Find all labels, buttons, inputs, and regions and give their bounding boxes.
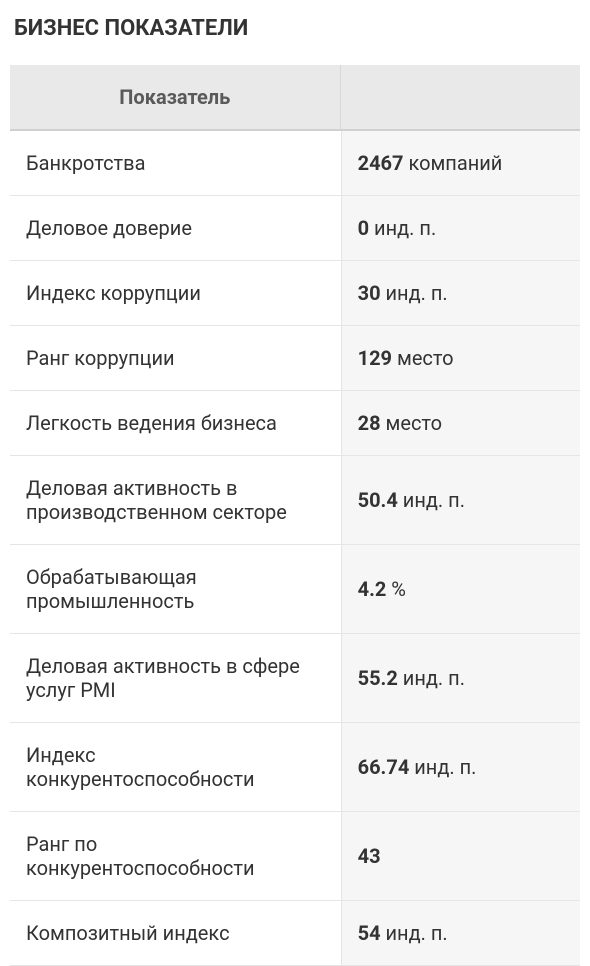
value-unit: компаний	[404, 151, 503, 175]
indicator-value: 4.2 %	[341, 545, 580, 634]
value-number: 54	[358, 921, 381, 945]
value-number: 4.2	[358, 577, 387, 601]
value-unit: инд. п.	[398, 666, 465, 690]
indicator-value: 55.2 инд. п.	[341, 634, 580, 723]
indicator-value: 43	[341, 812, 580, 901]
table-row: Обрабатывающая промышленность4.2 %	[10, 545, 580, 634]
value-unit: инд. п.	[409, 755, 476, 779]
value-unit: инд. п.	[381, 921, 448, 945]
value-number: 30	[358, 281, 381, 305]
indicator-value: 2467 компаний	[341, 131, 580, 196]
value-number: 66.74	[358, 755, 410, 779]
indicator-label: Индекс коррупции	[10, 261, 341, 326]
indicator-label: Обрабатывающая промышленность	[10, 545, 341, 634]
indicator-value: 66.74 инд. п.	[341, 723, 580, 812]
indicator-label: Деловое доверие	[10, 196, 341, 261]
table-header-indicator: Показатель	[10, 65, 341, 131]
table-row: Индекс коррупции30 инд. п.	[10, 261, 580, 326]
indicator-label: Композитный индекс	[10, 901, 341, 966]
value-unit: место	[392, 346, 453, 370]
indicator-value: 129 место	[341, 326, 580, 391]
table-row: Деловое доверие0 инд. п.	[10, 196, 580, 261]
indicators-table-container: Показатель Банкротства2467 компанийДелов…	[10, 65, 580, 966]
table-row: Деловая активность в производственном се…	[10, 456, 580, 545]
value-unit: место	[381, 411, 442, 435]
indicator-label: Легкость ведения бизнеса	[10, 391, 341, 456]
table-row: Композитный индекс54 инд. п.	[10, 901, 580, 966]
page-title: БИЗНЕС ПОКАЗАТЕЛИ	[10, 16, 580, 41]
value-number: 50.4	[358, 488, 398, 512]
value-number: 2467	[358, 151, 404, 175]
table-row: Индекс конкурентоспособности66.74 инд. п…	[10, 723, 580, 812]
table-row: Легкость ведения бизнеса28 место	[10, 391, 580, 456]
value-number: 43	[358, 844, 381, 868]
indicator-label: Деловая активность в сфере услуг PMI	[10, 634, 341, 723]
value-unit: инд. п.	[369, 216, 436, 240]
table-row: Ранг по конкурентоспособности 43	[10, 812, 580, 901]
value-unit: инд. п.	[381, 281, 448, 305]
indicators-table: Показатель Банкротства2467 компанийДелов…	[10, 65, 580, 966]
indicator-label: Деловая активность в производственном се…	[10, 456, 341, 545]
table-header-value	[341, 65, 580, 131]
indicator-value: 30 инд. п.	[341, 261, 580, 326]
indicator-label: Индекс конкурентоспособности	[10, 723, 341, 812]
value-number: 55.2	[358, 666, 398, 690]
table-row: Деловая активность в сфере услуг PMI55.2…	[10, 634, 580, 723]
indicator-value: 28 место	[341, 391, 580, 456]
value-number: 129	[358, 346, 392, 370]
indicator-value: 0 инд. п.	[341, 196, 580, 261]
table-row: Банкротства2467 компаний	[10, 131, 580, 196]
value-number: 0	[358, 216, 369, 240]
value-number: 28	[358, 411, 381, 435]
value-unit: %	[386, 577, 406, 601]
indicator-label: Банкротства	[10, 131, 341, 196]
value-unit: инд. п.	[398, 488, 465, 512]
indicator-label: Ранг коррупции	[10, 326, 341, 391]
indicator-value: 50.4 инд. п.	[341, 456, 580, 545]
table-row: Ранг коррупции129 место	[10, 326, 580, 391]
indicator-label: Ранг по конкурентоспособности	[10, 812, 341, 901]
indicator-value: 54 инд. п.	[341, 901, 580, 966]
